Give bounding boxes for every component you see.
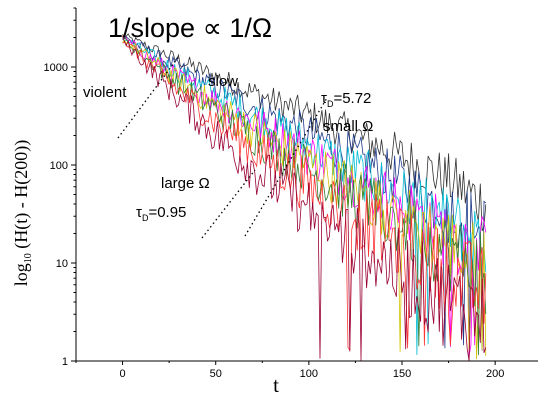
- annotation-tau-low-sub: D: [142, 213, 149, 223]
- annotation-tau-low: τD=0.95: [136, 204, 186, 223]
- annotation-tau-high-rest: =5.72: [333, 90, 371, 107]
- ticks: 0 50 100 150 200 1 10 100 1000: [44, 7, 504, 380]
- series-line-3: [122, 37, 487, 355]
- series-line-5: [122, 39, 487, 360]
- y-axis-title-lead: log: [11, 263, 31, 286]
- series-line-4: [122, 34, 487, 356]
- y-axis-title-rest: (H(t) - H(200)): [11, 140, 32, 253]
- annotation-violent: violent: [83, 84, 127, 101]
- annotation-small-omega: small Ω: [323, 118, 373, 135]
- chart-title: 1/slope ∝ 1/Ω: [108, 13, 272, 43]
- annotation-slow: slow: [208, 73, 238, 90]
- y-tick-label: 1000: [44, 62, 68, 74]
- annotation-tau-high-sub: D: [327, 99, 334, 109]
- annotation-tau-low-lead: τ: [136, 204, 142, 221]
- series-line-7: [122, 41, 487, 352]
- series-line-6: [122, 35, 487, 356]
- x-axis-title: t: [273, 373, 279, 397]
- annotation-tau-high-lead: τ: [321, 90, 327, 107]
- y-tick-label: 100: [50, 160, 68, 172]
- series-line-2: [122, 36, 487, 357]
- x-tick-label: 150: [393, 368, 411, 380]
- series-group: [122, 33, 487, 362]
- y-axis-title: log10 (H(t) - H(200)): [11, 140, 34, 286]
- annotation-tau-high: τD=5.72: [321, 90, 371, 109]
- x-tick-label: 50: [210, 368, 222, 380]
- y-axis-title-sub: 10: [23, 253, 34, 263]
- x-tick-label: 0: [120, 368, 126, 380]
- y-tick-label: 10: [56, 258, 68, 270]
- guide-line-fast: [201, 169, 256, 239]
- y-tick-label: 1: [62, 356, 68, 368]
- x-tick-label: 200: [486, 368, 504, 380]
- series-line-8: [122, 35, 487, 362]
- x-tick-label: 100: [300, 368, 318, 380]
- guide-line-violent: [117, 54, 181, 139]
- guide-lines: [117, 54, 328, 239]
- annotation-large-omega: large Ω: [161, 175, 210, 192]
- annotation-tau-low-rest: =0.95: [148, 204, 186, 221]
